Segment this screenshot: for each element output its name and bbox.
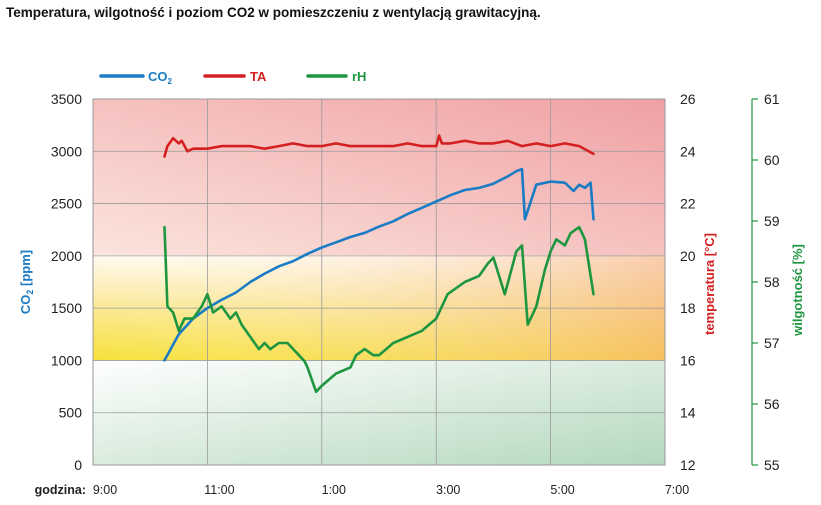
rh-tick-label: 60: [764, 152, 780, 168]
rh-axis: 55 56 57 58 59 60 61: [751, 91, 780, 473]
series-line-ta: [163, 134, 595, 158]
x-tick-label: 7:00: [665, 483, 689, 497]
co2-tick-label: 500: [59, 405, 83, 421]
rh-tick-label: 55: [764, 457, 780, 473]
rh-tick-label: 57: [764, 335, 780, 351]
co2-tick-label: 1000: [51, 352, 82, 368]
x-axis-prefix: godzina:: [35, 483, 86, 497]
ta-axis-ticks: 12 14 16 18 20 22 24 26: [680, 91, 696, 473]
co2-tick-label: 2000: [51, 248, 82, 264]
ta-tick-label: 18: [680, 300, 696, 316]
ta-tick-label: 22: [680, 196, 696, 212]
x-tick-label: 3:00: [436, 483, 460, 497]
x-tick-label: 5:00: [550, 483, 574, 497]
ta-tick-label: 24: [680, 143, 696, 159]
series-line-rh: [163, 225, 595, 394]
co2-tick-label: 3500: [51, 91, 82, 107]
ta-tick-label: 26: [680, 91, 696, 107]
rh-tick-label: 61: [764, 91, 780, 107]
x-tick-label: 9:00: [93, 483, 117, 497]
legend-co2-label: CO2: [148, 69, 173, 86]
zone-yellow-tint: [93, 255, 665, 360]
x-tick-label: 1:00: [322, 483, 346, 497]
ta-tick-label: 14: [680, 405, 696, 421]
rh-axis-ticks: 55 56 57 58 59 60 61: [752, 91, 780, 473]
x-tick-label: 11:00: [204, 483, 234, 497]
x-axis-ticks: 9:00 11:00 1:00 3:00 5:00 7:00: [93, 483, 689, 497]
ta-tick-label: 12: [680, 457, 696, 473]
legend-rh-label: rH: [352, 69, 366, 84]
rh-tick-label: 58: [764, 274, 780, 290]
plot-background: [93, 99, 665, 465]
ta-tick-label: 16: [680, 352, 696, 368]
co2-axis-label: CO2 [ppm]: [18, 250, 35, 314]
co2-axis-ticks: 0 500 1000 1500 2000 2500 3000 3500: [51, 91, 82, 473]
legend-ta-label: TA: [250, 69, 267, 84]
rh-axis-label: wilgotność [%]: [790, 244, 805, 337]
zone-red: [93, 99, 665, 255]
rh-tick-label: 59: [764, 213, 780, 229]
chart-title: Temperatura, wilgotność i poziom CO2 w p…: [6, 5, 541, 20]
ta-tick-label: 20: [680, 248, 696, 264]
series-line-co2: [163, 167, 595, 362]
co2-tick-label: 1500: [51, 300, 82, 316]
legend: CO2 TA rH: [99, 69, 366, 86]
plot-frame: [92, 98, 666, 466]
co2-tick-label: 0: [74, 457, 82, 473]
ta-axis-label: temperatura [°C]: [702, 233, 717, 335]
co2-tick-label: 2500: [51, 196, 82, 212]
co2-tick-label: 3000: [51, 143, 82, 159]
series-lines: [163, 134, 595, 394]
rh-tick-label: 56: [764, 396, 780, 412]
